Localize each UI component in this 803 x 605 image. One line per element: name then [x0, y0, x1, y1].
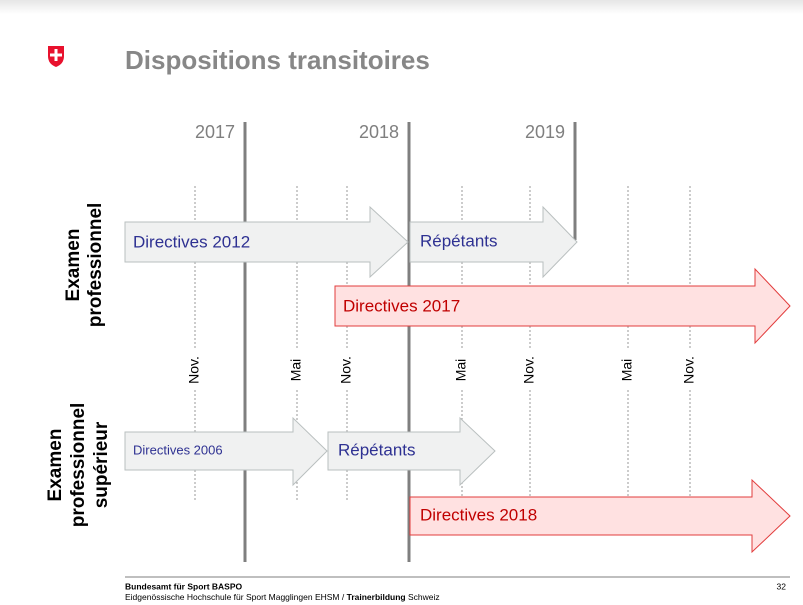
arrow-label: Directives 2017 — [343, 296, 460, 315]
label-bg — [521, 350, 539, 390]
arrow-label: Directives 2006 — [133, 442, 223, 457]
row-label: professionnel — [68, 403, 89, 528]
year-label: 2017 — [195, 122, 235, 142]
arrow-label: Directives 2012 — [133, 232, 250, 251]
timeline-grid: Nov. Mai Nov. Mai Nov. Mai Nov. 2017 2018 2019 — [186, 122, 699, 562]
arrow — [124, 416, 328, 487]
label-bg — [681, 350, 699, 390]
footer-text: Trainerbildung — [347, 592, 406, 602]
row-label: supérieur — [91, 421, 112, 508]
label-bg — [338, 350, 356, 390]
arrow — [409, 205, 578, 279]
arrow — [334, 267, 791, 345]
arrow — [409, 478, 791, 554]
arrow — [327, 416, 496, 487]
month-label: Mai — [453, 359, 469, 382]
month-label: Mai — [288, 359, 304, 382]
footer-line1: Bundesamt für Sport BASPO — [125, 581, 243, 591]
arrow-label: Répétants — [338, 440, 416, 459]
month-label: Nov. — [186, 356, 202, 384]
page-number: 32 — [777, 581, 787, 591]
arrow — [124, 205, 409, 279]
month-label: Nov. — [681, 356, 697, 384]
arrow-label: Répétants — [420, 231, 498, 250]
footer-text: Schweiz — [406, 592, 440, 602]
label-bg — [619, 350, 637, 390]
label-bg — [288, 350, 306, 390]
swiss-flag — [48, 46, 64, 67]
label-bg — [453, 350, 471, 390]
row-label: Examen — [45, 429, 66, 502]
footer-text: Eidgenössische Hochschule für Sport Magg… — [125, 592, 347, 602]
label-bg — [186, 350, 204, 390]
title: Dispositions transitoires — [125, 45, 430, 75]
month-label: Nov. — [338, 356, 354, 384]
year-label: 2018 — [359, 122, 399, 142]
year-label: 2019 — [525, 122, 565, 142]
month-label: Mai — [619, 359, 635, 382]
row-label: professionnel — [85, 203, 106, 328]
arrows: Directives 2012 Répétants Directives 201… — [124, 205, 791, 554]
row-label: Examen — [63, 229, 84, 302]
month-label: Nov. — [521, 356, 537, 384]
arrow-label: Directives 2018 — [420, 505, 537, 524]
row-labels: Examen professionnel Examen professionne… — [45, 203, 112, 528]
top-strip — [0, 0, 803, 14]
footer-line2: Eidgenössische Hochschule für Sport Magg… — [125, 592, 440, 602]
